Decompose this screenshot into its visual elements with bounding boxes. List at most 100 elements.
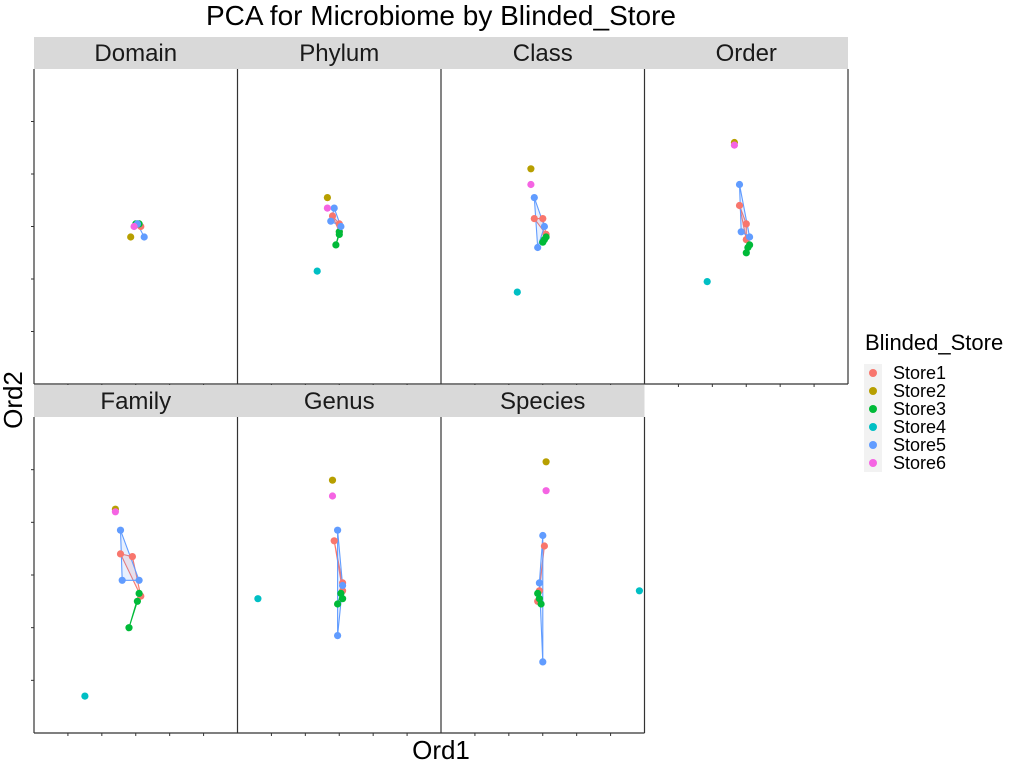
point-store6 — [328, 492, 337, 500]
facet-panel-domain: Domain — [31, 37, 238, 387]
point-store5 — [530, 194, 538, 202]
point-store4 — [254, 595, 262, 603]
point-store2 — [527, 165, 535, 173]
legend-item-store2: Store2 — [864, 381, 946, 401]
point-store6 — [730, 141, 739, 149]
hull-store1 — [738, 205, 747, 240]
legend-key-store6 — [869, 459, 877, 467]
point-store1 — [735, 201, 744, 210]
point-store3 — [744, 243, 752, 252]
legend-key-store3 — [869, 405, 877, 413]
facet-strip-label: Phylum — [299, 40, 379, 67]
legend-label: Store2 — [893, 381, 946, 401]
point-store5 — [334, 632, 342, 640]
facet-panel-genus: Genus — [236, 385, 441, 736]
facet-panel-family: Family — [31, 385, 238, 736]
legend-item-store1: Store1 — [864, 363, 946, 383]
legend-item-store5: Store5 — [864, 435, 946, 455]
x-axis-title: Ord1 — [412, 735, 470, 765]
facet-panel-order: Order — [643, 37, 849, 387]
facet-strip-label: Species — [500, 388, 585, 415]
facet-strip-label: Class — [513, 40, 573, 67]
facet-strip — [34, 385, 238, 417]
hull-store1 — [119, 553, 142, 597]
legend-key-store2 — [869, 387, 877, 395]
point-store5 — [534, 243, 542, 252]
point-store5 — [735, 180, 744, 189]
point-store1 — [742, 220, 750, 228]
point-store5 — [337, 222, 345, 231]
point-store3 — [334, 600, 342, 608]
point-store5 — [746, 233, 754, 241]
legend: Blinded_Store Store1Store2Store3Store4St… — [864, 330, 1003, 473]
facet-strip — [34, 37, 238, 69]
point-store4 — [313, 267, 321, 275]
point-store4 — [703, 278, 711, 286]
facet-strip — [237, 385, 441, 417]
hull-store5 — [533, 197, 545, 248]
facet-strip — [441, 37, 645, 69]
legend-title: Blinded_Store — [865, 330, 1003, 355]
point-store6 — [111, 508, 119, 516]
point-store1 — [330, 537, 338, 545]
point-store2 — [127, 233, 135, 241]
facet-strip-label: Genus — [304, 388, 375, 415]
facet-panel-phylum: Phylum — [236, 37, 441, 387]
facet-panel-class: Class — [440, 37, 645, 387]
point-store4 — [513, 288, 521, 296]
point-store2 — [328, 476, 337, 484]
legend-item-store3: Store3 — [864, 399, 946, 419]
legend-item-store6: Store6 — [864, 453, 946, 473]
legend-label: Store4 — [893, 417, 946, 437]
point-store3 — [133, 597, 141, 605]
point-store3 — [337, 589, 345, 598]
point-store5 — [539, 531, 547, 540]
legend-label: Store6 — [893, 453, 946, 473]
point-store5 — [339, 581, 347, 590]
point-store5 — [135, 576, 143, 584]
point-store1 — [116, 550, 125, 558]
point-store5 — [116, 526, 125, 534]
point-store5 — [737, 228, 745, 236]
legend-label: Store1 — [893, 363, 946, 383]
point-store4 — [635, 587, 644, 595]
point-store4 — [81, 692, 89, 700]
point-store1 — [539, 215, 547, 223]
point-store5 — [535, 579, 544, 587]
point-store3 — [332, 241, 340, 249]
point-store5 — [118, 576, 126, 584]
legend-key-store5 — [869, 441, 877, 449]
point-store6 — [527, 180, 535, 189]
facet-strip-label: Family — [100, 388, 171, 415]
point-store5 — [330, 204, 338, 212]
point-store5 — [327, 217, 335, 225]
panel-background — [237, 417, 441, 733]
point-store5 — [334, 526, 342, 534]
facets-layer: Domain Phylum Class Order Family Genus Species — [31, 37, 849, 736]
panel-background — [34, 417, 238, 733]
point-store1 — [128, 553, 136, 561]
point-store3 — [135, 589, 143, 598]
point-store3 — [535, 595, 544, 603]
point-store5 — [539, 658, 547, 666]
chart-title: PCA for Microbiome by Blinded_Store — [206, 0, 676, 31]
legend-item-store4: Store4 — [864, 417, 946, 437]
point-store3 — [125, 624, 133, 632]
facet-strip — [441, 385, 645, 417]
point-store1 — [530, 215, 538, 223]
point-store6 — [542, 487, 550, 495]
point-store5 — [140, 233, 148, 241]
facet-strip-label: Order — [716, 40, 777, 67]
facet-strip — [237, 37, 441, 69]
legend-label: Store5 — [893, 435, 946, 455]
y-axis-title: Ord2 — [0, 371, 28, 429]
facet-strip — [644, 37, 848, 69]
facet-panel-species: Species — [440, 385, 646, 736]
point-store6 — [323, 204, 331, 212]
point-store5 — [540, 222, 549, 231]
point-store3 — [540, 236, 549, 244]
point-store2 — [542, 458, 550, 466]
legend-key-store4 — [869, 423, 877, 431]
legend-label: Store3 — [893, 399, 946, 419]
